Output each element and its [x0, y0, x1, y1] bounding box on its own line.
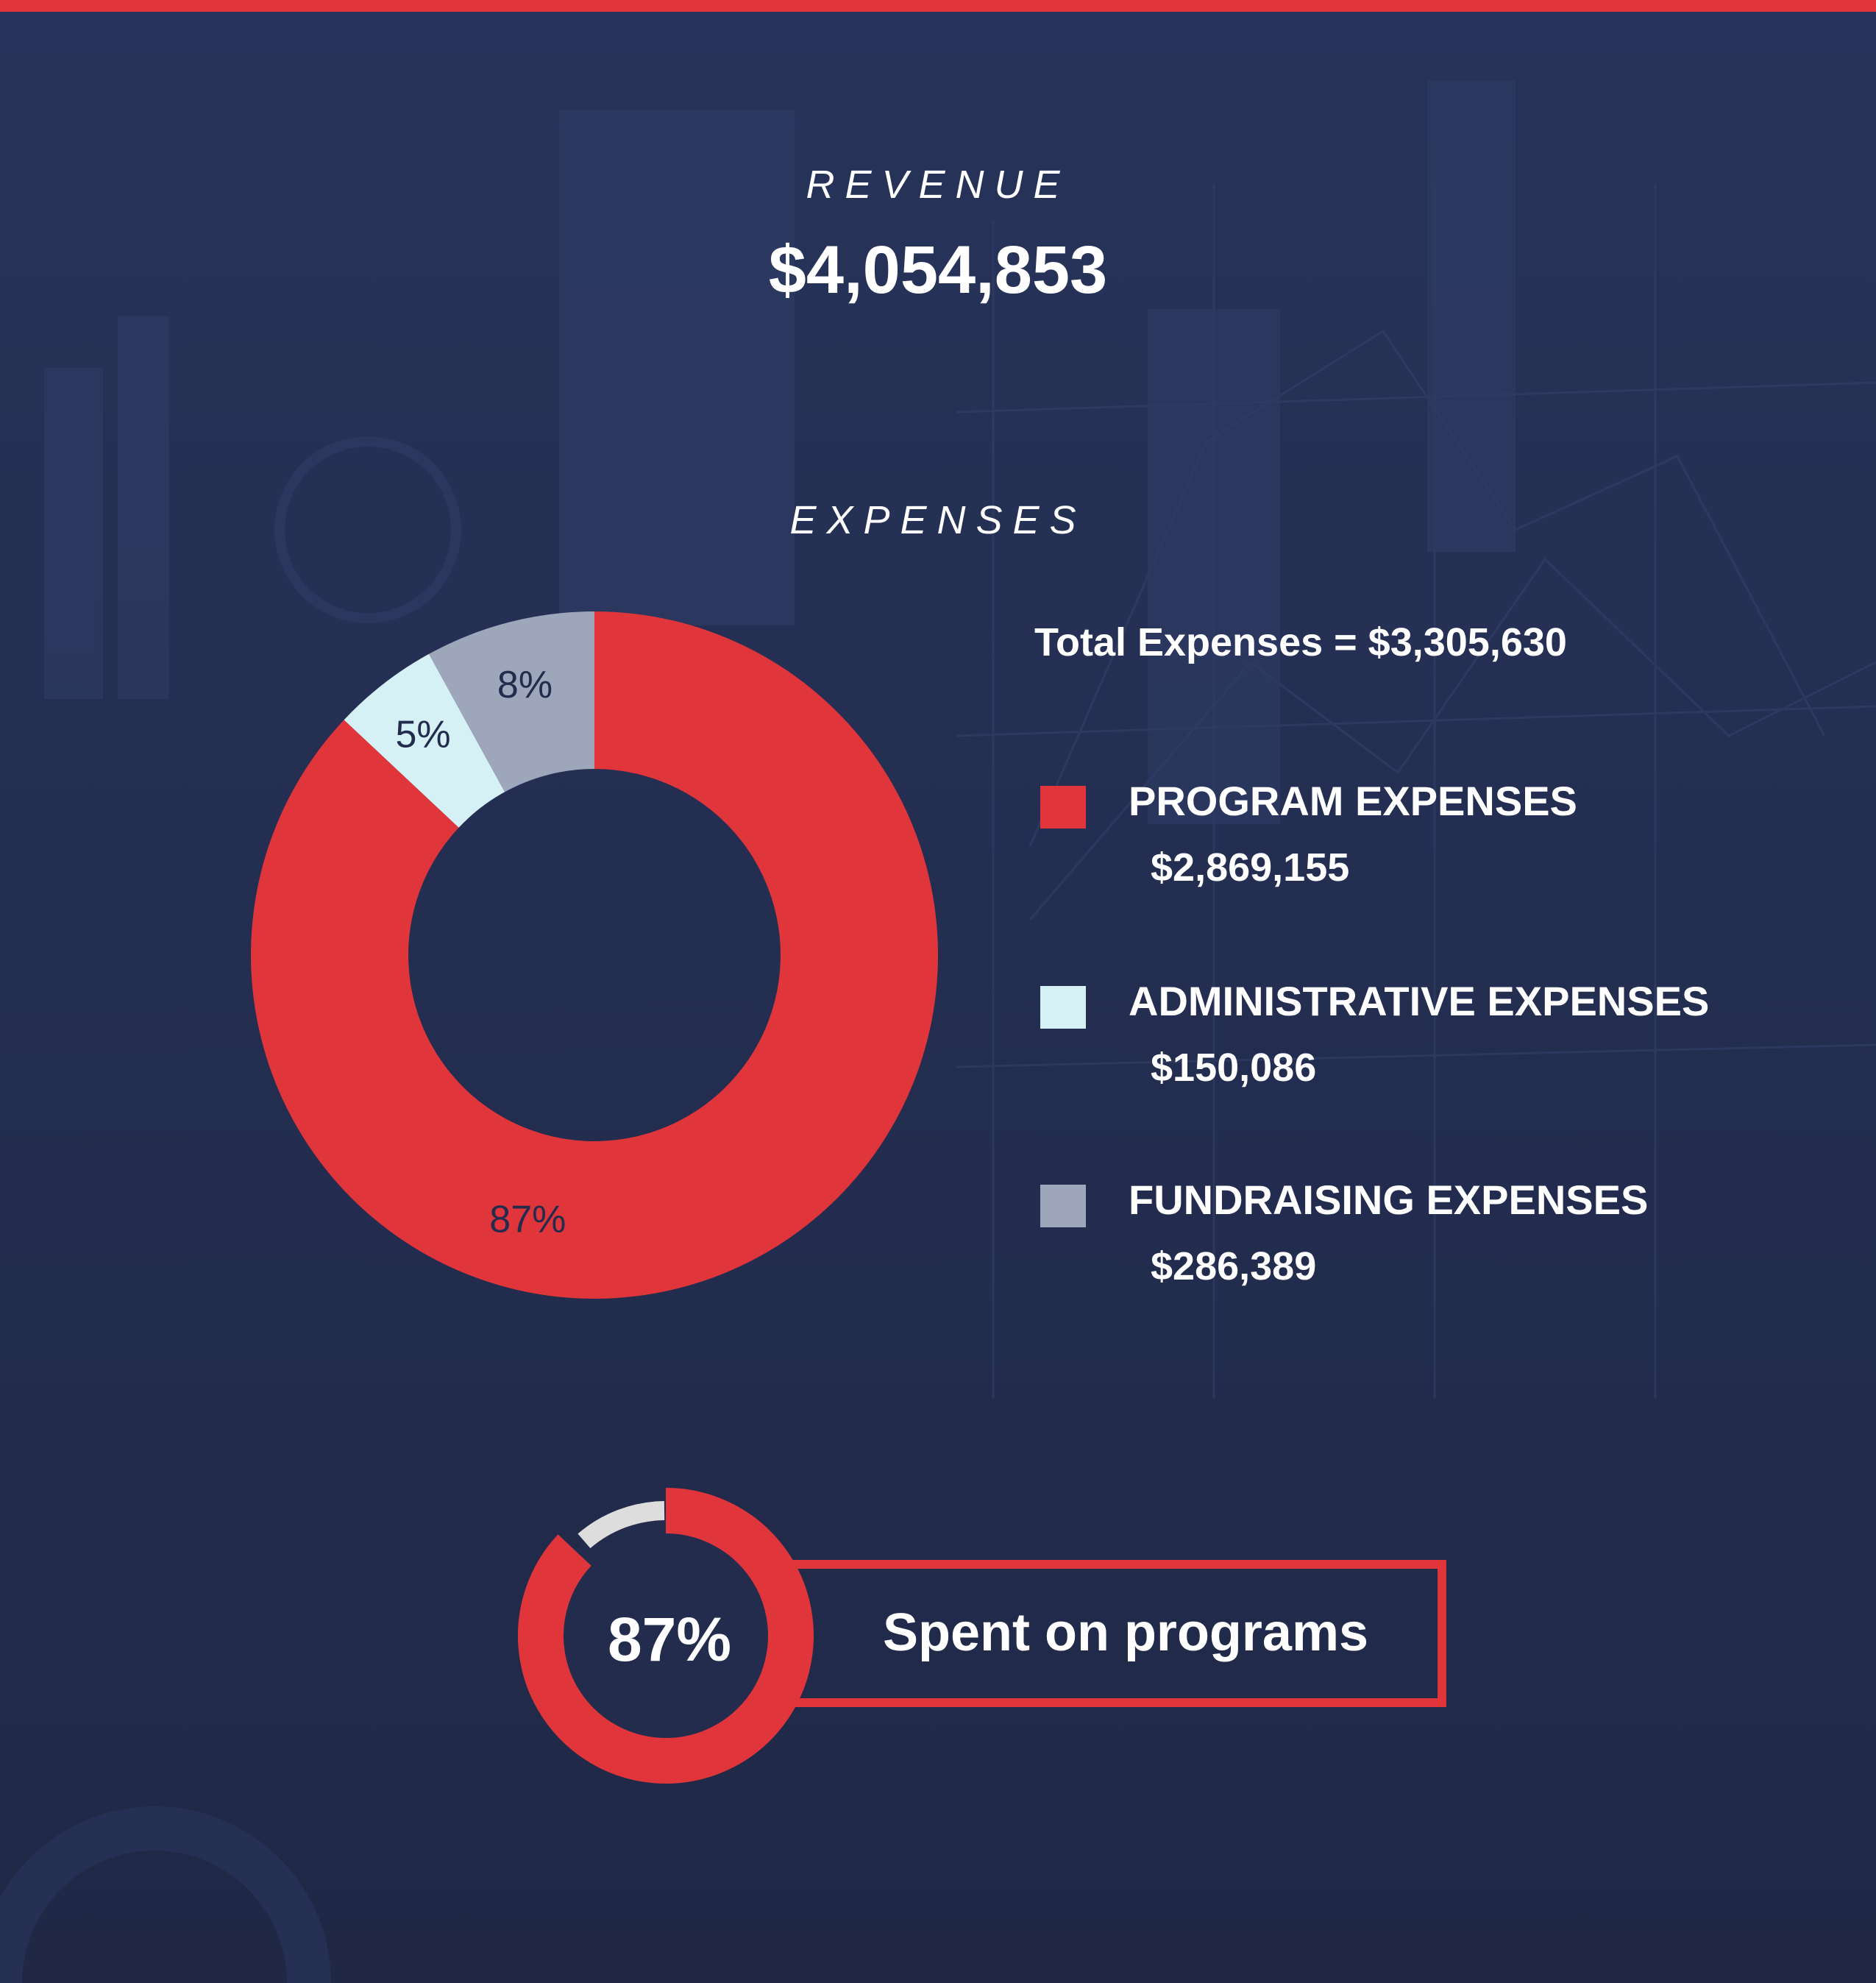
- donut-slice-administrative: [344, 653, 505, 828]
- legend-name: FUNDRAISING EXPENSES: [1129, 1177, 1649, 1223]
- program-percent-value: 87%: [607, 1605, 732, 1674]
- spent-on-programs-text: Spent on programs: [882, 1603, 1369, 1662]
- legend-swatch: [1040, 786, 1086, 829]
- legend-value: $286,389: [1151, 1244, 1317, 1288]
- revenue-value: $4,054,853: [768, 233, 1108, 308]
- revenue-label: REVENUE: [806, 163, 1070, 207]
- top-accent-bar: [0, 0, 1876, 12]
- slice-label: 5%: [396, 714, 451, 756]
- legend-swatch: [1040, 1185, 1086, 1227]
- ring-progress-arc: [518, 1488, 814, 1784]
- slice-label: 87%: [489, 1199, 566, 1241]
- legend-name: ADMINISTRATIVE EXPENSES: [1129, 978, 1710, 1024]
- legend-swatch: [1040, 986, 1086, 1029]
- ring-track: [578, 1501, 665, 1549]
- legend-value: $150,086: [1151, 1046, 1317, 1090]
- donut-slice-program: [250, 611, 938, 1299]
- legend-value: $2,869,155: [1151, 845, 1350, 890]
- expenses-label: EXPENSES: [789, 498, 1087, 542]
- legend-name: PROGRAM EXPENSES: [1129, 778, 1577, 824]
- slice-label: 8%: [497, 664, 553, 706]
- total-expenses: Total Expenses = $3,305,630: [1034, 620, 1567, 664]
- donut-slice-fundraising: [429, 611, 594, 792]
